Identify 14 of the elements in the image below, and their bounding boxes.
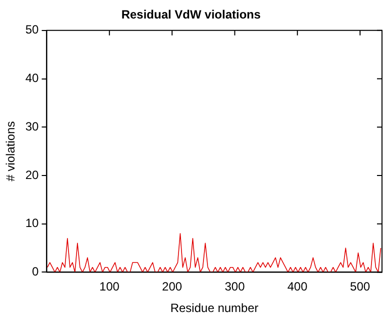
y-tick-label: 30	[25, 119, 40, 134]
y-tick-label: 20	[25, 168, 40, 182]
y-tick-label: 10	[25, 216, 40, 230]
chart-title: Residual VdW violations	[121, 8, 261, 22]
y-tick-label: 40	[25, 71, 40, 86]
x-tick-label: 500	[350, 280, 370, 294]
x-tick-label: 400	[287, 280, 308, 294]
x-axis-title: Residue number	[170, 301, 258, 316]
x-tick-label: 300	[224, 280, 246, 294]
y-tick-label: 0	[32, 264, 40, 279]
x-tick-label: 100	[99, 280, 120, 294]
x-tick-label: 200	[162, 280, 182, 294]
y-tick-label: 50	[25, 22, 40, 37]
y-axis-title: # violations	[4, 121, 18, 182]
